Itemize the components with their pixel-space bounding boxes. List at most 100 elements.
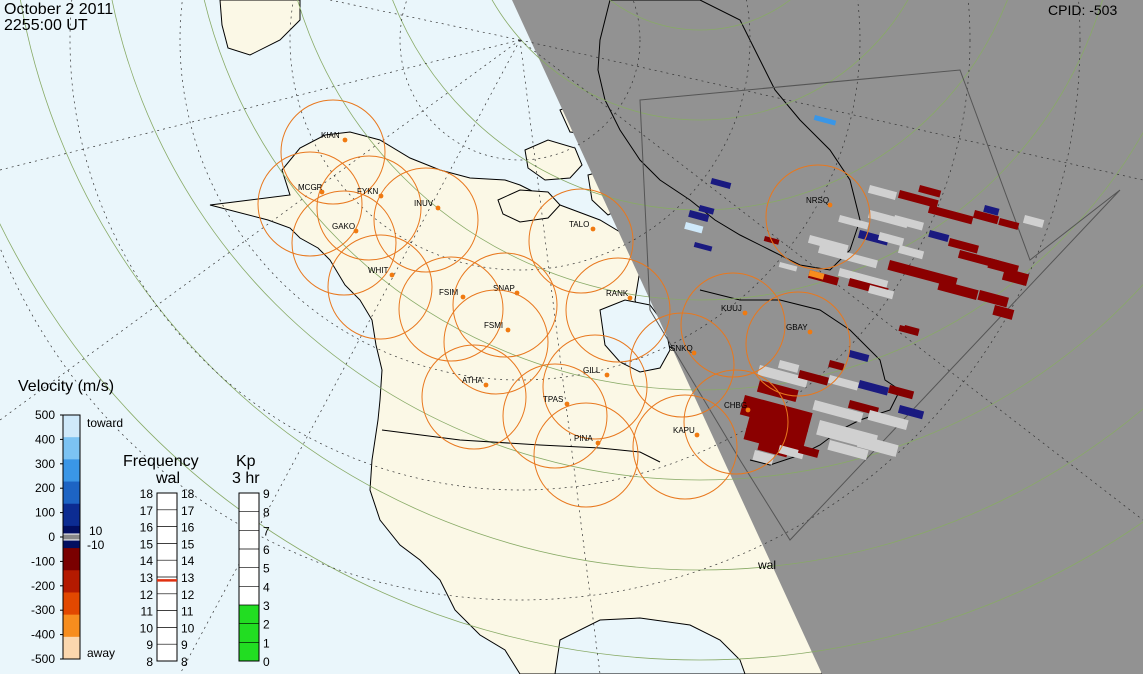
frequency-tick-left: 15 — [140, 537, 154, 551]
velocity-cell — [684, 221, 704, 234]
station-fov-circle — [443, 289, 549, 395]
velocity-scale-swatch — [63, 437, 80, 460]
station-mcgr: MCGR — [257, 151, 363, 257]
velocity-cell — [857, 229, 889, 246]
velocity-cell — [857, 380, 889, 396]
kp-title: Kp — [236, 453, 256, 470]
velocity-cell — [797, 369, 829, 386]
station-fov-circle — [745, 291, 851, 397]
velocity-scale-swatch — [63, 614, 80, 638]
kp-tick-label: 0 — [263, 655, 270, 669]
station-fov-circle — [565, 257, 671, 363]
velocity-cell — [778, 262, 798, 272]
velocity-scale-swatch — [63, 415, 80, 438]
land-greenland — [219, 0, 301, 56]
velocity-cell — [983, 204, 1000, 216]
station-dot — [590, 226, 596, 232]
velocity-cell — [808, 270, 825, 280]
velocity-cell — [698, 205, 715, 215]
station-dot — [483, 382, 489, 388]
kp-tick-label: 7 — [263, 524, 270, 538]
frequency-tick-right: 15 — [181, 537, 195, 551]
station-fov-circle — [542, 334, 648, 440]
station-dot — [694, 432, 700, 438]
station-fsmi: FSMI — [443, 289, 549, 395]
velocity-tick-label: -400 — [31, 628, 55, 642]
kp-tick-label: 9 — [263, 487, 270, 501]
frequency-tick-right: 13 — [181, 571, 195, 585]
frequency-tick-right: 14 — [181, 554, 195, 568]
station-fov-circle — [373, 167, 479, 273]
velocity-cell — [827, 440, 869, 461]
station-code: INUV — [414, 199, 434, 208]
station-code: SNAP — [493, 284, 515, 293]
velocity-tick-label: 200 — [35, 481, 55, 495]
frequency-tick-right: 8 — [181, 655, 188, 669]
velocity-cell — [897, 244, 925, 260]
station-code: FYKN — [357, 187, 379, 196]
station-code: FSMI — [484, 321, 503, 330]
velocity-cell — [947, 237, 979, 254]
velocity-cell — [817, 244, 878, 269]
station-fov-circle — [533, 402, 639, 508]
velocity-cell — [739, 394, 813, 433]
velocity-tick-label: -500 — [31, 652, 55, 666]
station-fov-circle — [632, 394, 738, 500]
kp-tick-label: 2 — [263, 618, 270, 632]
velocity-tick-label: -100 — [31, 554, 55, 568]
station-pina: PINA — [533, 402, 639, 508]
station-dot — [389, 272, 395, 278]
station-kian: KIAN — [280, 99, 386, 205]
velocity-tick-label: 300 — [35, 457, 55, 471]
station-tpas: TPAS — [502, 363, 608, 469]
station-fov-circle — [765, 164, 871, 270]
station-snkq: SNKQ — [629, 312, 735, 418]
frequency-tick-left: 13 — [140, 571, 154, 585]
kp-tick-label: 5 — [263, 562, 270, 576]
velocity-cell — [887, 384, 915, 400]
station-fov-circle — [421, 344, 527, 450]
night-side-shade — [512, 0, 1143, 674]
velocity-tick-label: 100 — [35, 506, 55, 520]
station-code: KIAN — [321, 131, 340, 140]
station-fov-circle — [528, 188, 634, 294]
kp-tick-label: 8 — [263, 506, 270, 520]
kp-tick-label: 6 — [263, 543, 270, 557]
frequency-tick-right: 11 — [181, 605, 194, 619]
frequency-tick-left: 17 — [140, 504, 154, 518]
velocity-cell — [848, 349, 870, 362]
station-code: KAPU — [673, 426, 695, 435]
velocity-scale-swatch — [63, 548, 80, 571]
velocity-cell — [807, 235, 849, 254]
velocity-cell — [918, 185, 942, 198]
velocity-cell — [777, 359, 800, 373]
station-dot — [319, 189, 325, 195]
velocity-cell — [743, 415, 808, 455]
station-inuv: INUV — [373, 167, 479, 273]
velocity-color-scale: Velocity (m/s) 500 400 300 200 100 0 -100 -200 -3… — [18, 378, 123, 666]
velocity-cell — [812, 400, 864, 423]
station-code: GAKO — [332, 222, 355, 231]
us-canada-border — [381, 429, 661, 463]
velocity-scale-swatch — [63, 481, 80, 505]
station-dot — [742, 310, 748, 316]
frequency-subtitle: wal — [155, 470, 180, 487]
velocity-scale-title: Velocity (m/s) — [18, 378, 114, 395]
velocity-cell — [897, 189, 939, 209]
time-label: 2255:00 UT — [4, 17, 88, 34]
velocity-cell — [897, 404, 925, 420]
velocity-cell — [837, 268, 889, 289]
frequency-tick-left: 11 — [141, 605, 154, 619]
ground-scatter-swatch — [62, 533, 81, 541]
station-dot — [807, 329, 813, 335]
arctic-island-1 — [497, 189, 561, 223]
velocity-cell — [972, 210, 1000, 225]
kp-subtitle: 3 hr — [232, 470, 260, 487]
station-whit: WHIT — [327, 234, 433, 340]
station-fov-circle — [398, 256, 504, 362]
frequency-title: Frequency — [123, 453, 199, 470]
frequency-tick-right: 9 — [181, 638, 188, 652]
velocity-cell — [797, 445, 820, 458]
